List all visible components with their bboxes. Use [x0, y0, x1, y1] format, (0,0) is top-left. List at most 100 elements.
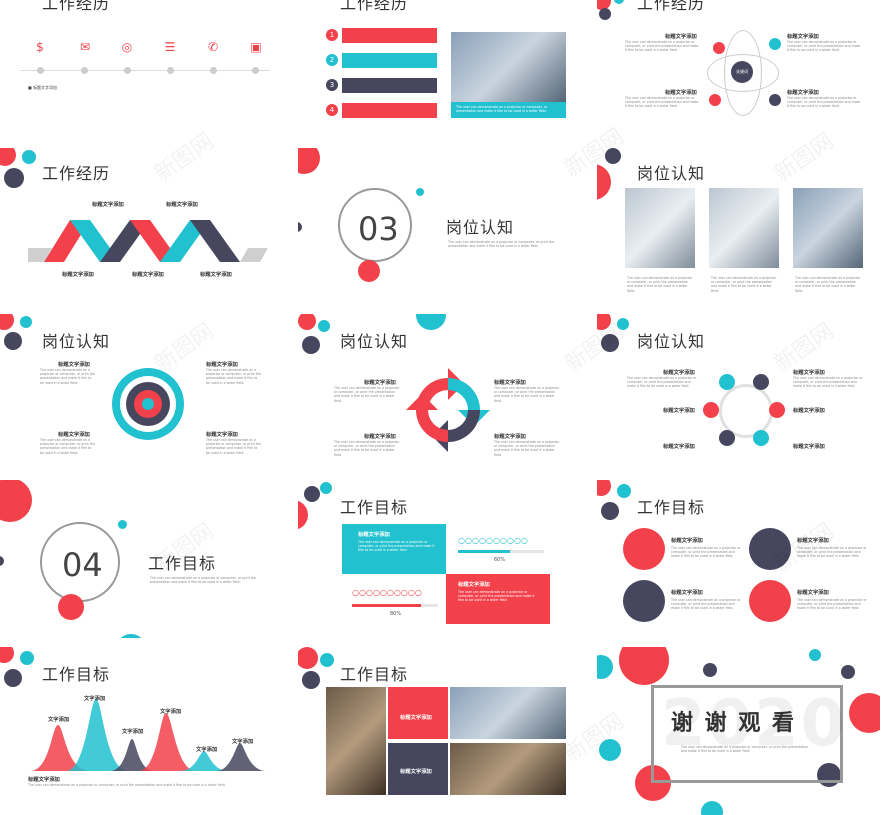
slide-title: 工作目标: [637, 498, 706, 517]
photo-hands: [793, 188, 863, 268]
slide-5[interactable]: 03 岗位认知 The user can demonstrate on a pr…: [298, 148, 581, 306]
corner-dot-cyan: [597, 655, 613, 679]
node-label: 标题文字添加: [787, 34, 819, 40]
node-desc: The user can demonstrate on a projector …: [625, 96, 699, 109]
slide-11[interactable]: 工作目标 标题文字添加 The user can demonstrate on …: [298, 480, 581, 638]
orbit-diagram: 关键词: [707, 30, 779, 116]
accent-dot-red: [58, 594, 84, 620]
corner-dot-navy: [605, 148, 621, 164]
slide-title: 工作经历: [42, 164, 111, 183]
panel-red: [388, 687, 448, 739]
corner-dot-red: [597, 314, 611, 330]
slide-8[interactable]: 岗位认知 标题文字添加 标题文字添加 标题文字添加 标题文字添加 The use…: [298, 314, 581, 472]
peak-label: 文字添加: [84, 696, 106, 702]
progress-label: 80%: [390, 611, 402, 617]
panel-label: 标题文字添加: [458, 582, 490, 588]
chart-caption: The user can demonstrate on a projector …: [28, 783, 226, 787]
target-center: [142, 398, 154, 410]
corner-dot-cyan: [20, 316, 32, 328]
timeline-dot: [167, 67, 174, 74]
circle-desc: The user can demonstrate on a projector …: [671, 598, 741, 611]
panel-navy: [388, 743, 448, 795]
ribbon-label: 标题文字添加: [92, 202, 124, 208]
accent-dot-cyan: [416, 188, 424, 196]
corner-dot-cyan: [614, 0, 624, 4]
panel-desc: The user can demonstrate on a projector …: [358, 540, 435, 553]
thanks-title: 谢 谢 观 看: [671, 711, 796, 736]
slide-14[interactable]: 工作目标 标题文字添加 标题文字添加: [298, 647, 581, 815]
peak-label: 文字添加: [196, 747, 218, 753]
slide-7[interactable]: 岗位认知 标题文字添加 标题文字添加 标题文字添加 标题文字添加 The use…: [0, 314, 283, 472]
info-panel-red: [446, 574, 550, 624]
cycle-label: 标题文字添加: [364, 434, 396, 440]
slide-6[interactable]: 岗位认知 The user can demonstrate on a proje…: [597, 148, 880, 306]
bottom-dot-cyan: [116, 634, 146, 638]
document-icon: ☰: [164, 40, 176, 54]
timeline-dot: [210, 67, 217, 74]
photo-caption-bar: [451, 102, 566, 118]
target-label: 标题文字添加: [58, 432, 90, 438]
corner-dot-red: [0, 314, 14, 330]
target-label: 标题文字添加: [58, 362, 90, 368]
circle-desc: The user can demonstrate on a projector …: [797, 598, 867, 611]
dollar-icon: $: [36, 40, 44, 54]
photo-office: [709, 188, 779, 268]
clipboard-icon: [719, 430, 735, 446]
corner-dot-red: [298, 647, 318, 669]
node-label: 标题文字添加: [787, 90, 819, 96]
corner-dot-cyan: [22, 150, 36, 164]
circle-label: 标题文字添加: [797, 538, 829, 544]
slide-3[interactable]: 工作经历 关键词 标题文字添加 标题文字添加 标题文字添加 标题文字添加 The…: [597, 0, 880, 158]
icon-label: 标题文字添加: [663, 408, 695, 414]
corner-dot-navy: [599, 8, 611, 20]
ribbon-label: 标题文字添加: [62, 272, 94, 278]
slide-title: 岗位认知: [637, 332, 706, 351]
slide-9[interactable]: 岗位认知 标题文字添加 标题文字添加 标题文字添加 标题文字添加 标题文字添加 …: [597, 314, 880, 472]
list-bar: [342, 53, 437, 68]
thanks-desc: The user can demonstrate on a projector …: [681, 745, 809, 754]
progress-bulbs-red: ○○○○○○○○○○: [352, 588, 422, 597]
section-number: 03: [358, 210, 399, 248]
slide-4[interactable]: 工作经历 标题文字添加 标题文字添加 标题文字添加 标题文字添加 标题文字添加: [0, 148, 283, 306]
icon-label: 标题文字添加: [793, 444, 825, 450]
list-bar: [342, 78, 437, 93]
photo-caption: The user can demonstrate on a projector …: [456, 105, 548, 114]
timeline-dot: [252, 67, 259, 74]
slide-title: 工作经历: [637, 0, 706, 13]
corner-dot-red: [0, 647, 14, 663]
slide-12[interactable]: 工作目标 标题文字添加 标题文字添加 标题文字添加 标题文字添加 The use…: [597, 480, 880, 638]
ribbon-label: 标题文字添加: [200, 272, 232, 278]
slide-13[interactable]: 工作目标 文字添加 文字添加 文字添加 文字添加 文字添加 文字添加 标题文字添…: [0, 647, 283, 815]
slide-title: 工作目标: [340, 498, 409, 517]
slide-2[interactable]: 工作经历 1 2 3 4 The user can demonstrate on…: [298, 0, 581, 158]
progress-bulbs-cyan: ○○○○○○○○○○: [458, 536, 528, 545]
slide-10[interactable]: 04 工作目标 The user can demonstrate on a pr…: [0, 480, 283, 638]
corner-dot-red: [298, 148, 320, 174]
list-bar: [342, 28, 437, 43]
orbit-node-icon: [713, 42, 725, 54]
corner-dot-red: [0, 148, 16, 166]
progress-bar-red: [352, 604, 438, 607]
timeline-dot: [124, 67, 131, 74]
slide-1[interactable]: 工作经历 $ ✉ ◎ ☰ ✆ ▣ ■ 标题文字添加: [0, 0, 283, 158]
slide-title: 工作经历: [340, 0, 409, 13]
icon-desc: The user can demonstrate on a projector …: [793, 376, 863, 389]
cycle-label: 标题文字添加: [494, 434, 526, 440]
slide-15[interactable]: 2020 谢 谢 观 看 The user can demonstrate on…: [597, 647, 880, 815]
right-dot-navy: [841, 665, 855, 679]
phone-icon: ✆: [207, 40, 219, 54]
photo-circle-red: [623, 528, 665, 570]
corner-dot-navy: [703, 663, 717, 677]
target-icon: [753, 430, 769, 446]
corner-dot-cyan: [617, 484, 631, 498]
panel-desc: The user can demonstrate on a projector …: [458, 590, 535, 603]
target-label: 标题文字添加: [206, 432, 238, 438]
ribbon-label: 标题文字添加: [132, 272, 164, 278]
peak-label: 文字添加: [122, 729, 144, 735]
photo-chain: [326, 687, 386, 795]
corner-dot-red: [0, 480, 32, 522]
cycle-desc: The user can demonstrate on a projector …: [494, 440, 560, 457]
circle-label: 标题文字添加: [671, 590, 703, 596]
gear-icon: [769, 402, 785, 418]
monitor-icon: ▣: [250, 40, 262, 54]
